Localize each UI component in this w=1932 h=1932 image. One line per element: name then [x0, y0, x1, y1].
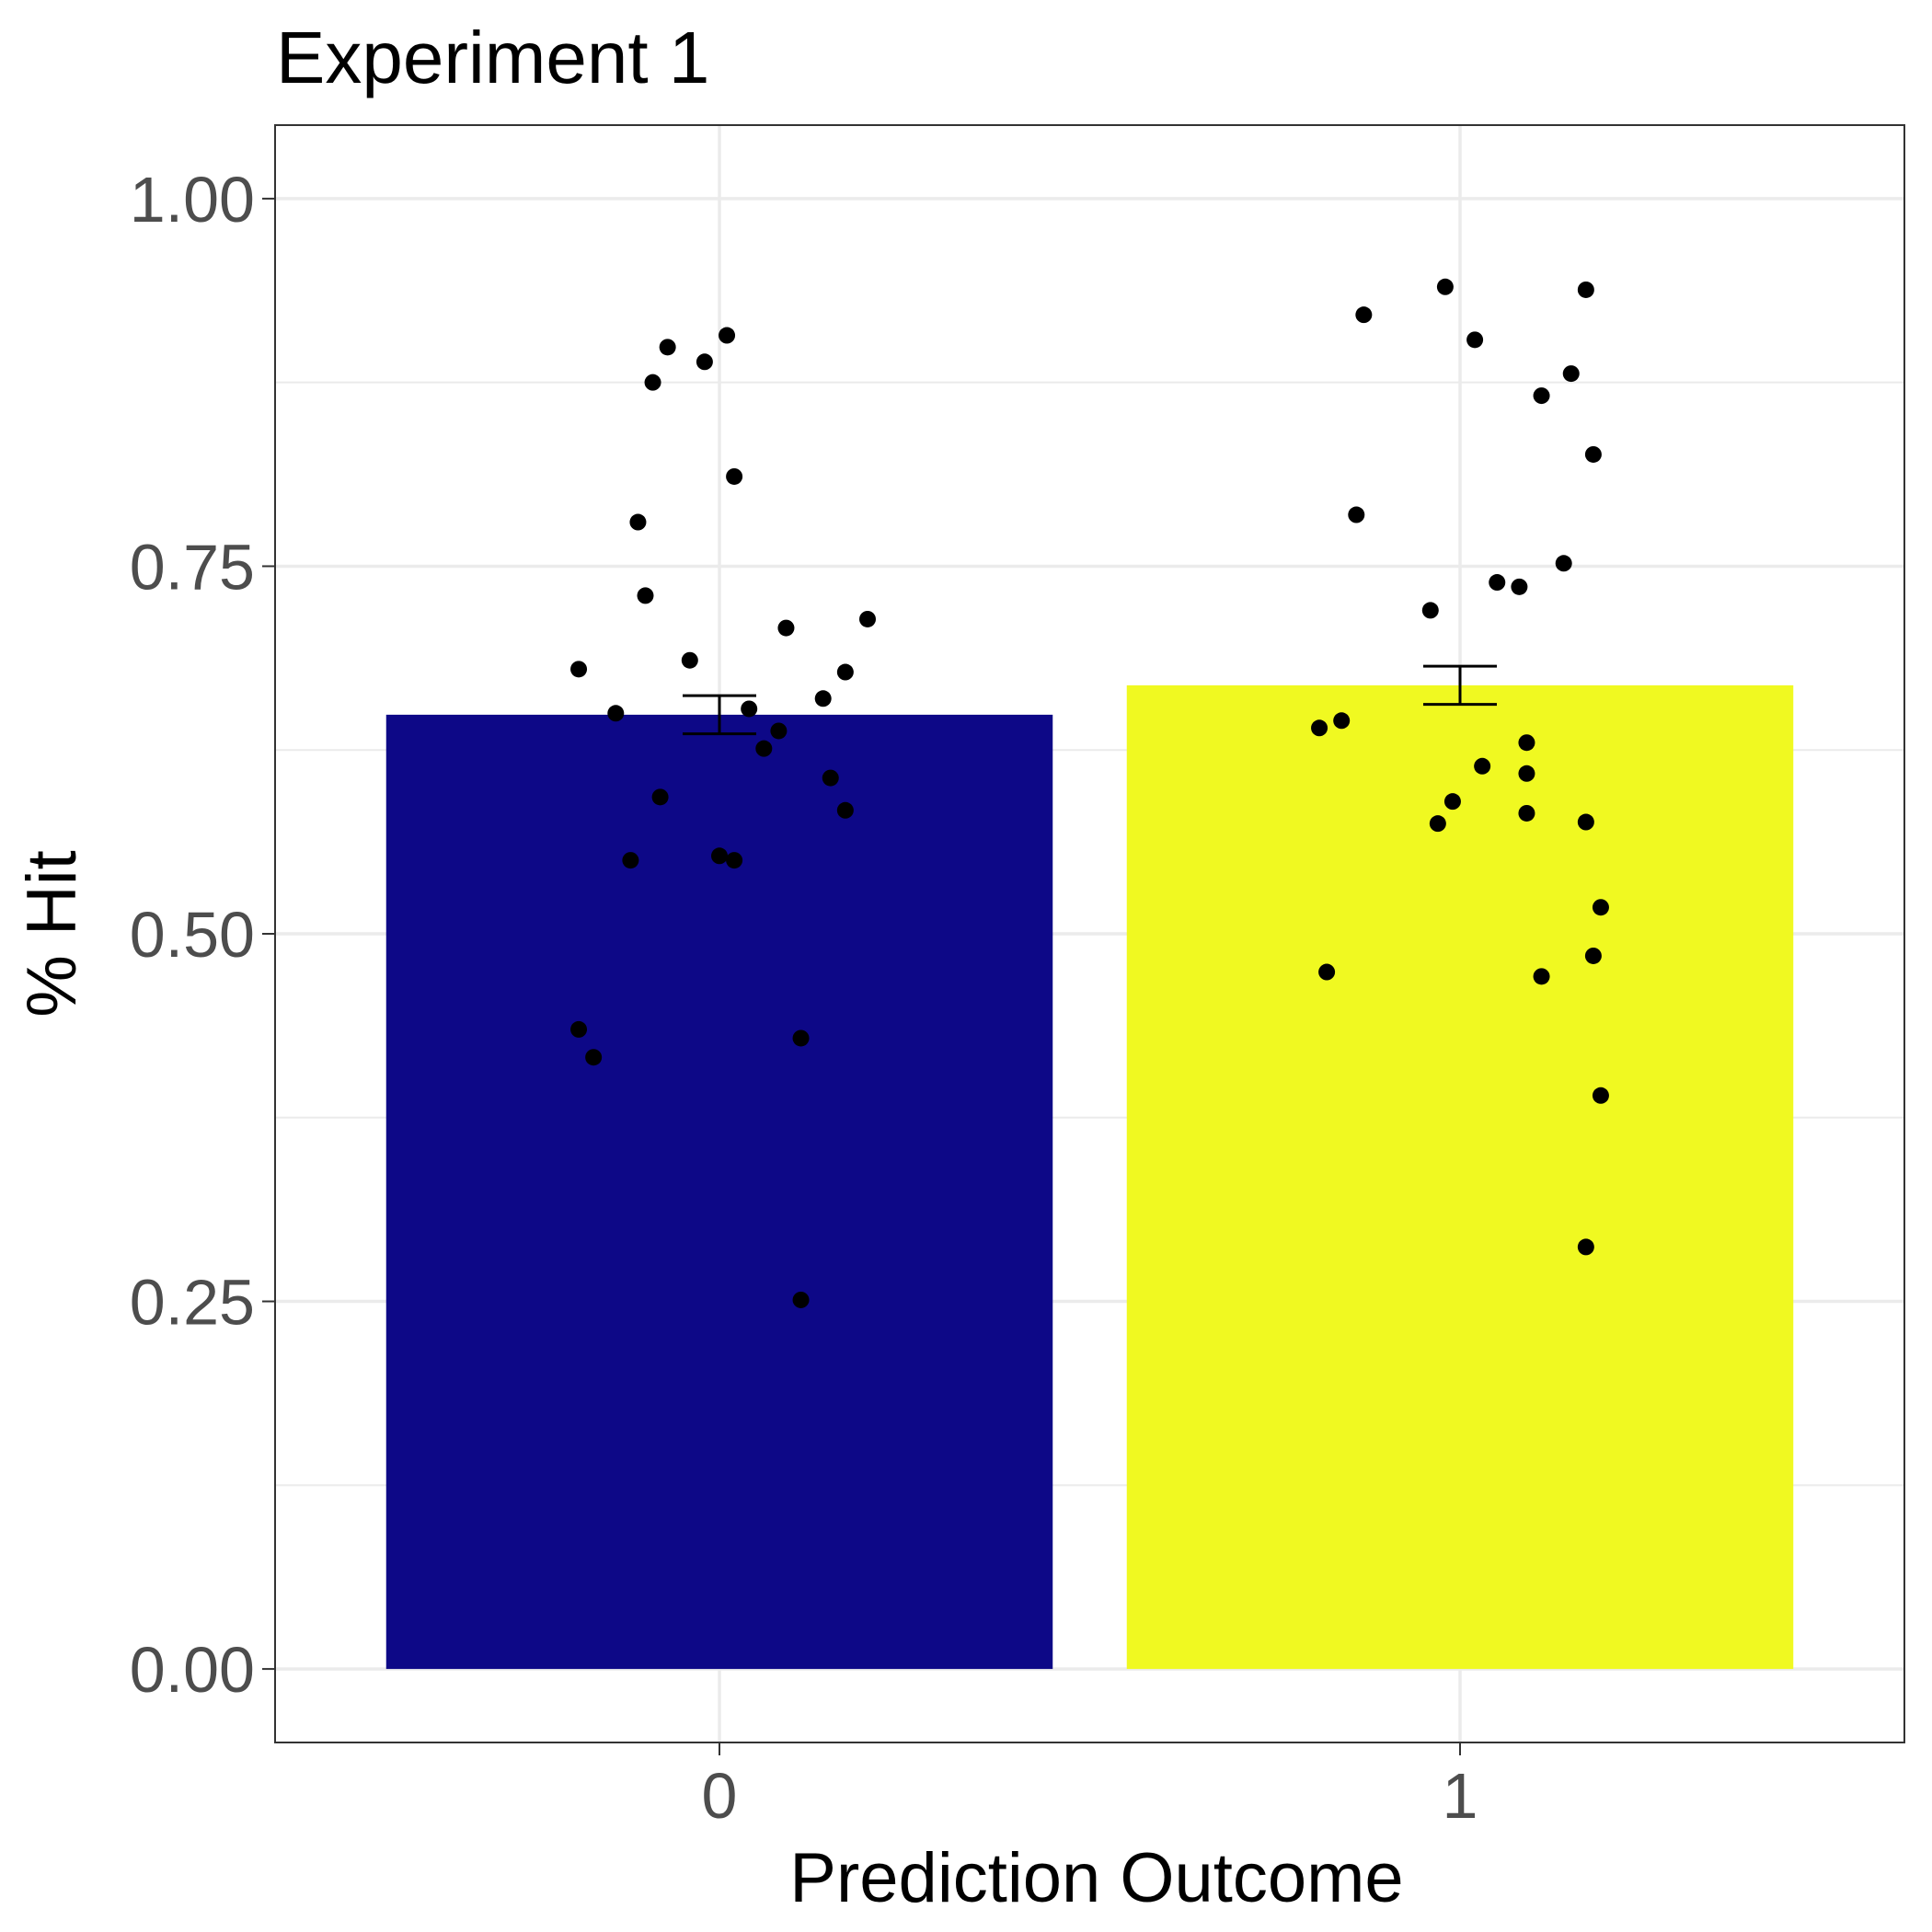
data-point [719, 327, 736, 344]
data-point [644, 374, 661, 391]
y-tick-label: 1.00 [130, 164, 255, 236]
y-tick-label: 0.75 [130, 531, 255, 603]
data-point [792, 1291, 810, 1308]
data-point [777, 619, 795, 637]
data-point [1592, 899, 1609, 916]
data-point [836, 801, 854, 819]
data-point [696, 353, 713, 371]
data-point [1577, 813, 1594, 831]
data-point [1577, 1238, 1594, 1256]
data-point [1562, 365, 1580, 383]
data-point [726, 852, 743, 869]
data-point [637, 587, 654, 604]
y-tick-label: 0.25 [130, 1267, 255, 1339]
x-axis-title: Prediction Outcome [789, 1839, 1403, 1917]
data-point [1474, 757, 1491, 775]
data-point [1577, 281, 1594, 298]
data-point [711, 847, 728, 865]
error-bar-1 [1423, 664, 1497, 707]
y-tick-label: 0.00 [130, 1634, 255, 1706]
error-bars [683, 664, 1497, 736]
data-point [1466, 331, 1484, 349]
data-point [741, 700, 758, 718]
data-point [792, 1029, 810, 1047]
data-point [1333, 712, 1351, 730]
data-point [1592, 1087, 1609, 1104]
data-point [1533, 387, 1550, 405]
data-point [1348, 506, 1365, 523]
data-point [859, 610, 876, 627]
y-tick-label: 0.50 [130, 899, 255, 971]
data-point [1518, 804, 1535, 822]
data-point [1429, 815, 1446, 833]
data-point [822, 769, 839, 787]
data-points [570, 278, 1609, 1308]
data-point [1511, 578, 1528, 595]
bar-0 [385, 714, 1053, 1670]
data-point [1555, 555, 1572, 572]
data-point [1318, 963, 1336, 981]
data-point [651, 788, 669, 806]
data-point [1436, 278, 1454, 295]
data-point [607, 705, 625, 722]
data-point [1518, 734, 1535, 752]
chart-title: Experiment 1 [276, 17, 709, 98]
x-tick-label: 0 [702, 1760, 738, 1832]
bars [385, 684, 1794, 1670]
data-point [814, 690, 832, 707]
data-point [1311, 719, 1328, 737]
data-point [681, 651, 698, 669]
data-point [770, 722, 788, 740]
data-point [755, 740, 773, 757]
data-point [1518, 765, 1535, 782]
data-point [1443, 793, 1461, 811]
data-point [1489, 574, 1506, 592]
y-axis-title: % Hit [13, 850, 91, 1018]
data-point [629, 513, 647, 531]
data-point [836, 663, 854, 681]
bar-1 [1126, 684, 1794, 1670]
data-point [1533, 968, 1550, 985]
x-tick-label: 1 [1443, 1760, 1478, 1832]
data-point [659, 339, 676, 356]
data-point [1584, 445, 1602, 463]
data-point [622, 852, 639, 869]
data-point [585, 1049, 603, 1066]
error-bar-0 [683, 694, 756, 736]
y-axis: 0.00 0.25 0.50 0.75 1.00 [130, 164, 275, 1706]
data-point [570, 661, 588, 678]
data-point [570, 1020, 588, 1038]
data-point [726, 467, 743, 485]
data-point [1355, 306, 1373, 324]
data-point [1584, 947, 1602, 964]
data-point [1421, 602, 1439, 619]
